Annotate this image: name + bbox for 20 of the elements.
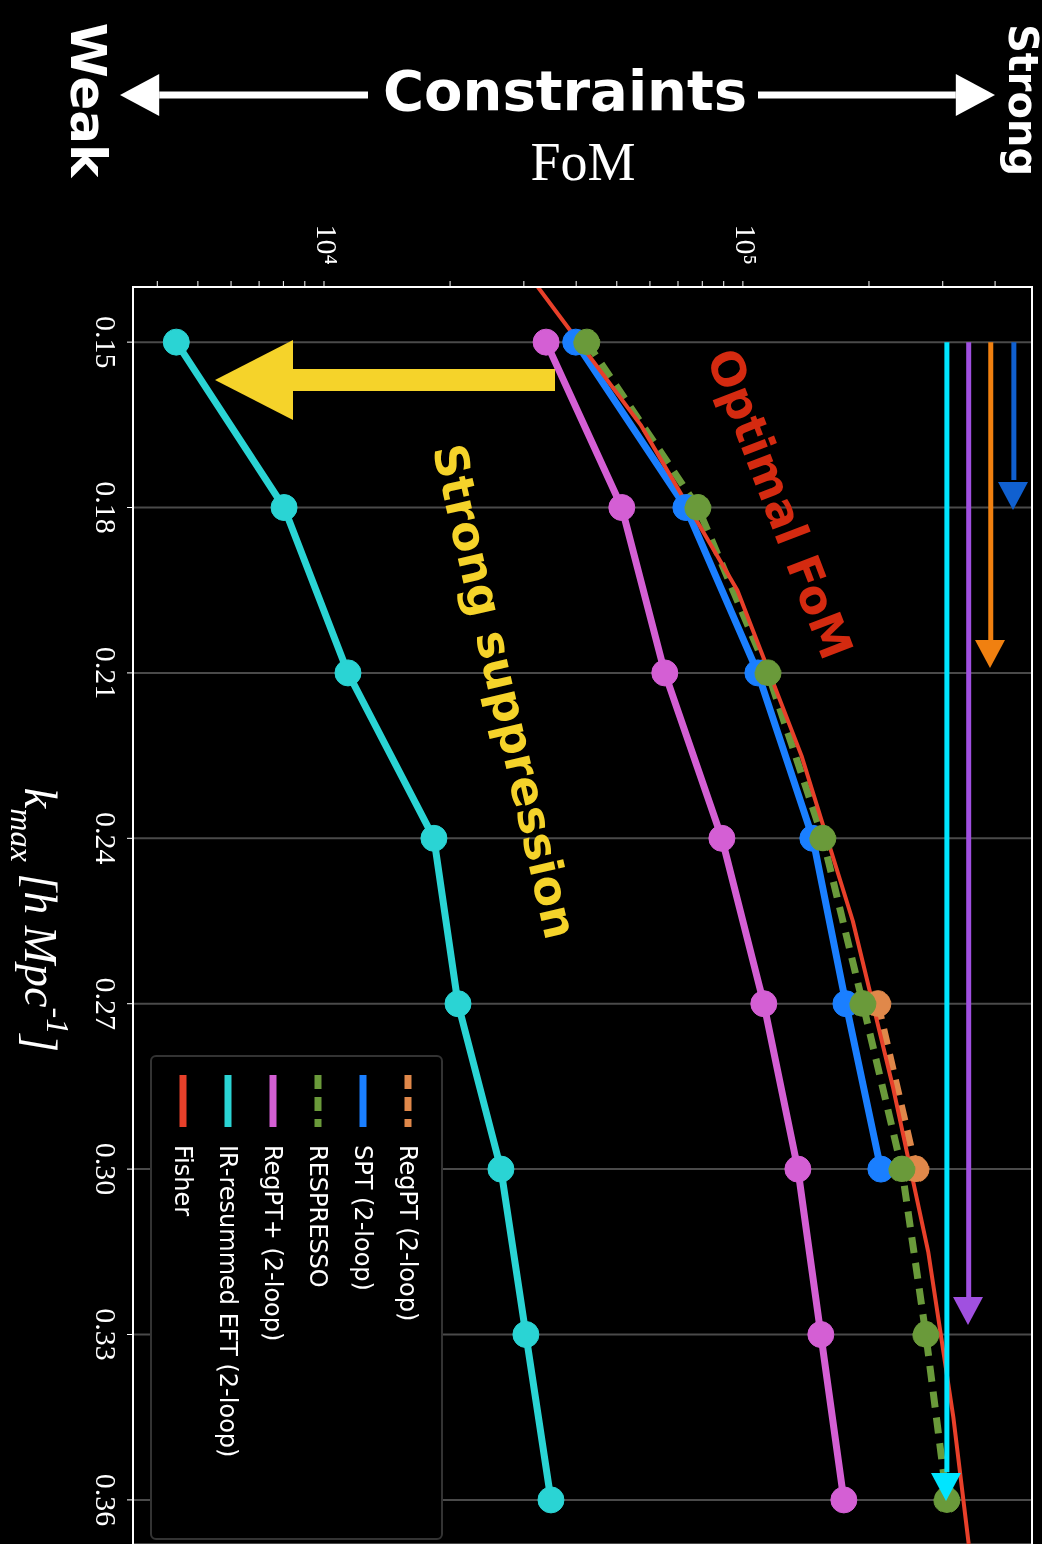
text: Strong (1000, 23, 1042, 177)
text: Weak (59, 22, 118, 179)
legend-label: Fisher (169, 1145, 198, 1217)
y-tick-label: 0.18 (90, 481, 124, 534)
y-tick-label: 0.33 (90, 1308, 124, 1361)
chart-title: Constraints (382, 58, 748, 124)
y-tick-label: 0.27 (90, 977, 124, 1030)
y-tick-label: 0.24 (90, 812, 124, 865)
x-axis-title: FoM (530, 132, 636, 193)
y-tick-label: 0.15 (90, 315, 124, 369)
legend-label: SPT (2-loop) (349, 1145, 378, 1291)
legend-label: IR-resummed EFT (2-loop) (214, 1145, 243, 1458)
x-tick-label: 10⁵ (729, 224, 763, 265)
y-tick-label: 0.30 (90, 1142, 124, 1196)
legend-label: RegPT+ (2-loop) (259, 1145, 288, 1342)
x-tick-label: 10⁴ (311, 224, 345, 265)
legend-label: RESPRESSO (304, 1145, 333, 1288)
y-tick-label: 0.21 (90, 646, 124, 700)
y-tick-label: 0.36 (90, 1473, 124, 1527)
legend-label: RegPT (2-loop) (394, 1145, 423, 1322)
